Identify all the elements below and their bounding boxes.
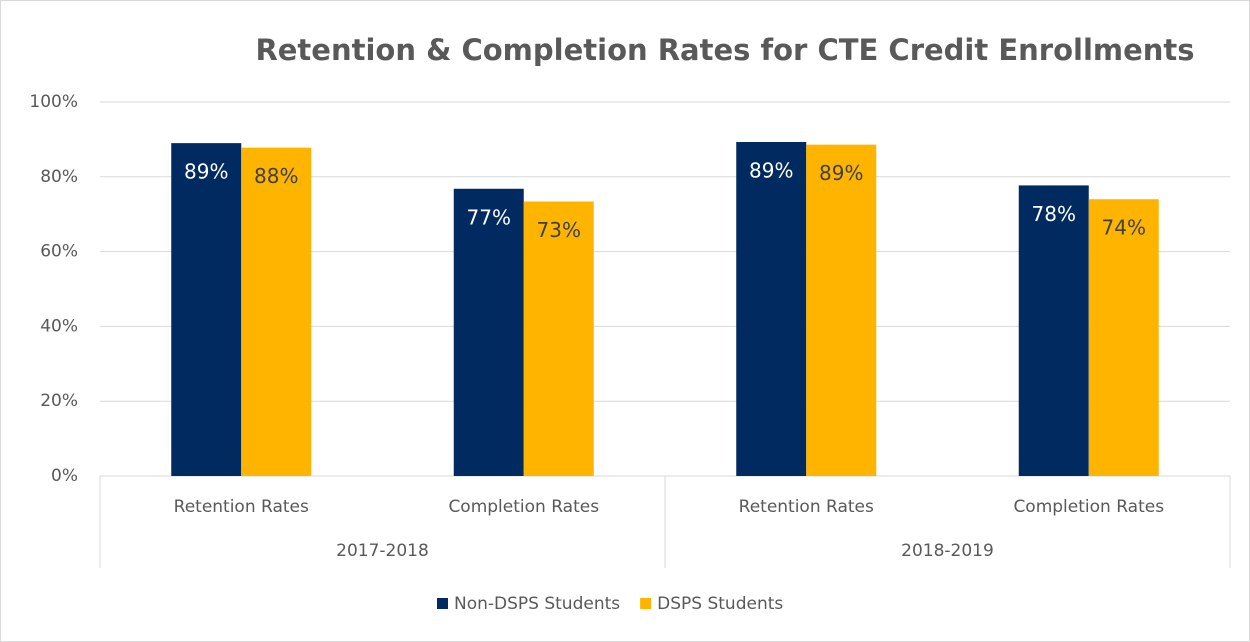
legend-label: Non-DSPS Students bbox=[454, 594, 620, 614]
bar bbox=[806, 144, 877, 477]
data-label: 74% bbox=[1102, 216, 1146, 240]
data-label: 88% bbox=[254, 164, 298, 188]
chart-title: Retention & Completion Rates for CTE Cre… bbox=[255, 33, 1194, 67]
legend-swatch bbox=[437, 598, 448, 609]
x-tick-label: Completion Rates bbox=[1013, 497, 1164, 517]
bar bbox=[1088, 199, 1159, 477]
y-tick-label: 80% bbox=[40, 167, 78, 187]
data-label: 89% bbox=[749, 159, 793, 183]
bar bbox=[453, 188, 524, 476]
x-tick-label: Retention Rates bbox=[174, 497, 309, 517]
legend-swatch bbox=[640, 598, 652, 609]
y-tick-label: 60% bbox=[40, 242, 78, 262]
y-tick-label: 20% bbox=[40, 391, 78, 411]
data-label: 77% bbox=[467, 205, 511, 229]
data-label: 73% bbox=[537, 218, 581, 242]
y-tick-label: 0% bbox=[51, 466, 78, 486]
bar bbox=[1018, 185, 1089, 477]
data-label: 78% bbox=[1032, 202, 1076, 226]
legend-label: DSPS Students bbox=[657, 594, 783, 614]
bar bbox=[241, 147, 312, 477]
data-label: 89% bbox=[184, 160, 228, 184]
x-tick-label: Retention Rates bbox=[739, 497, 874, 517]
group-label: 2017-2018 bbox=[336, 541, 429, 561]
y-tick-label: 40% bbox=[40, 316, 78, 336]
y-tick-label: 100% bbox=[29, 92, 78, 112]
bar bbox=[736, 142, 807, 476]
bar bbox=[523, 201, 594, 476]
bar bbox=[171, 143, 242, 476]
group-label: 2018-2019 bbox=[901, 541, 994, 561]
data-label: 89% bbox=[819, 161, 863, 185]
x-tick-label: Completion Rates bbox=[448, 497, 599, 517]
